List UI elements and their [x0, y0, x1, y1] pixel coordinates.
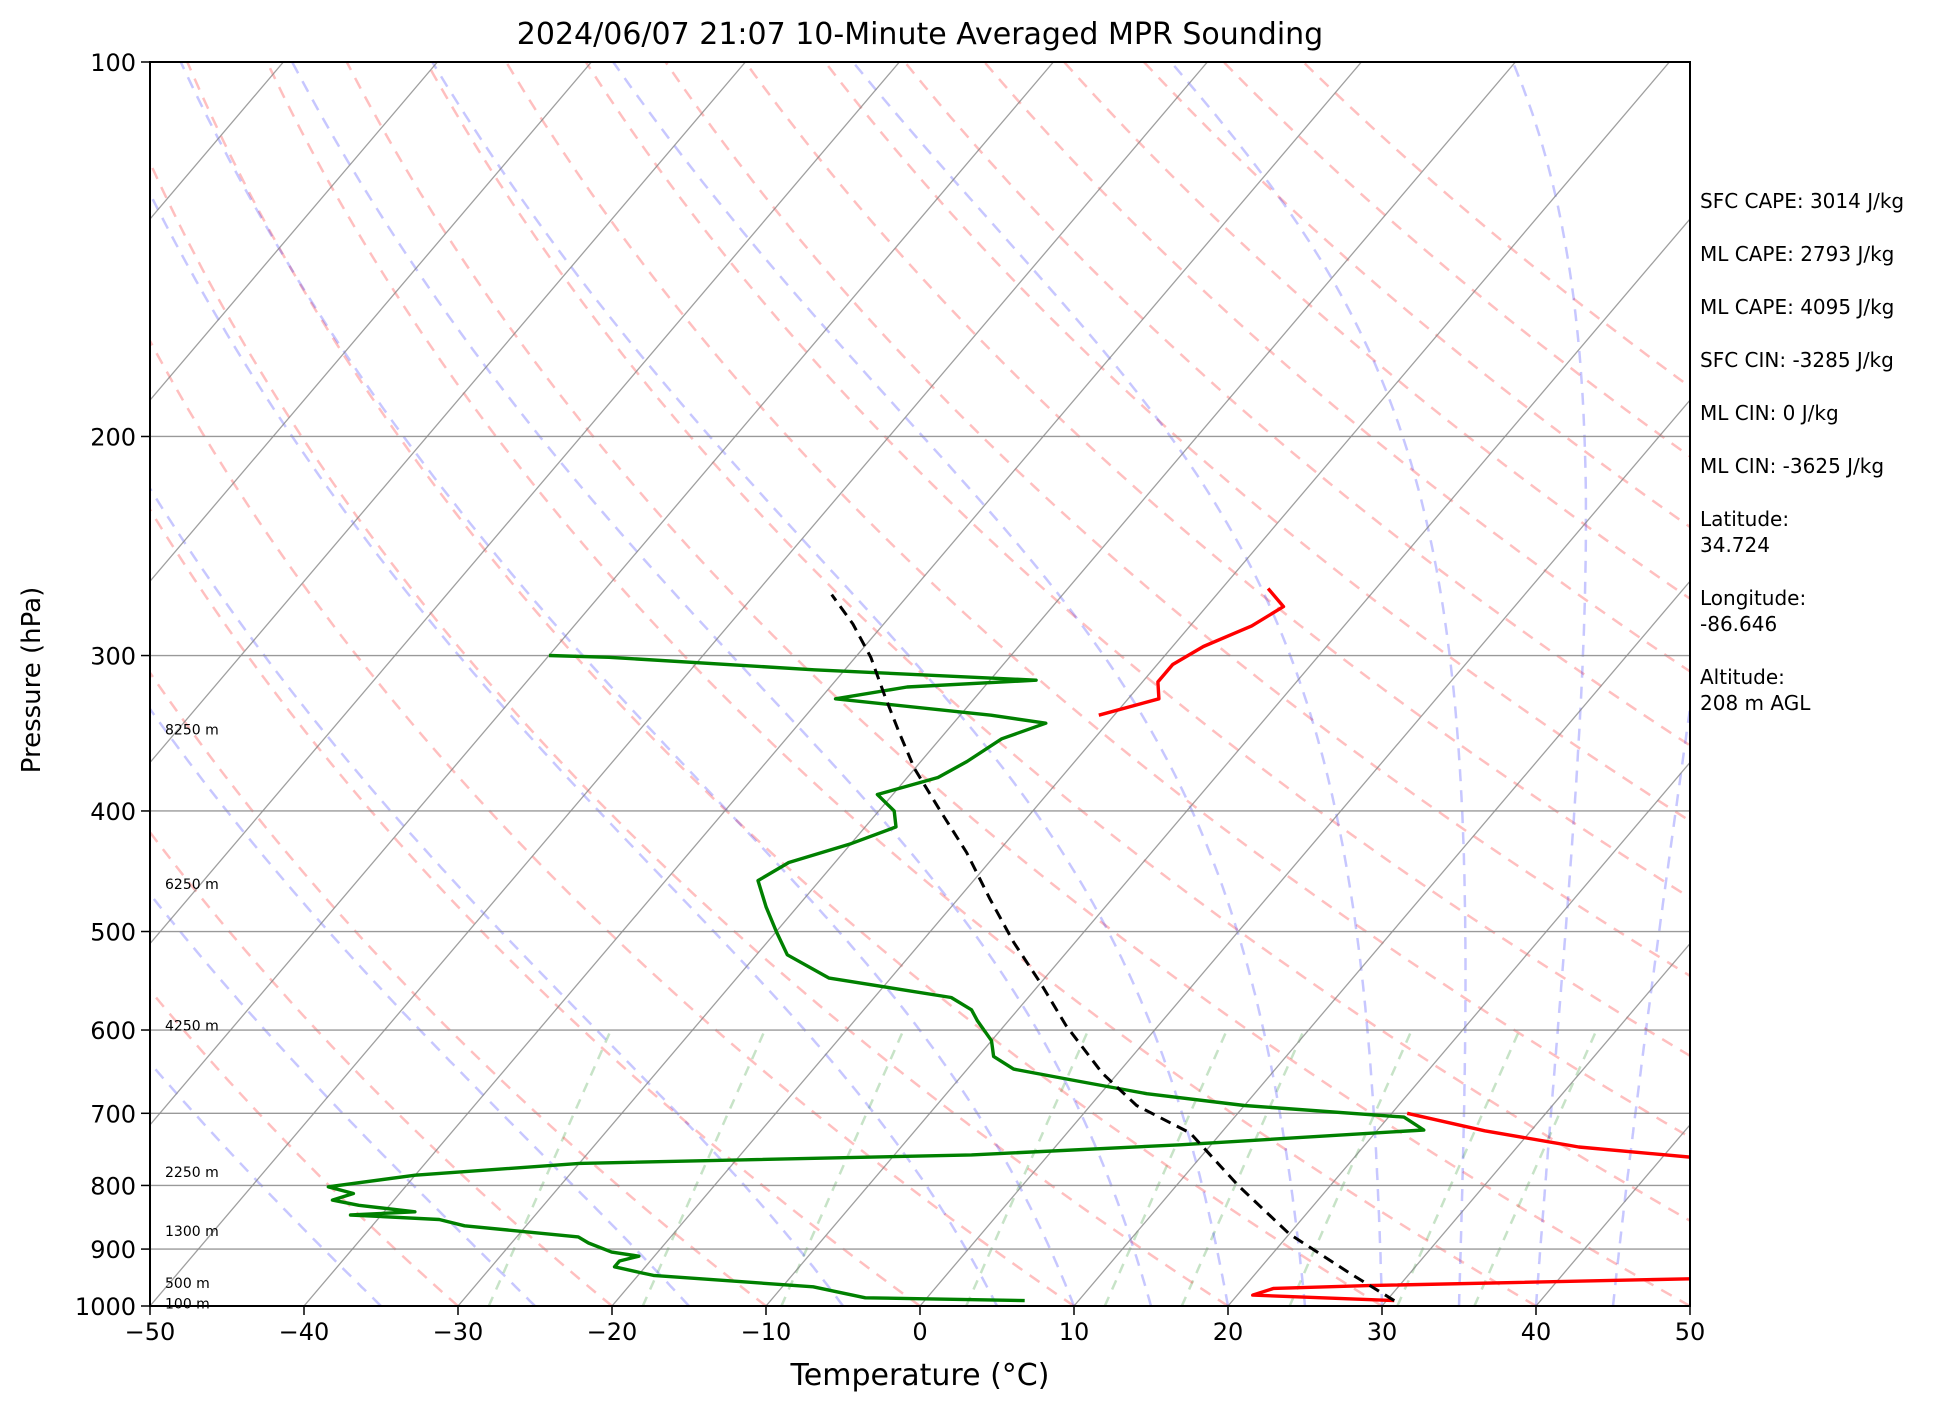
y-tick-label: 300	[90, 643, 136, 671]
temperature-profile-line	[1251, 1277, 1690, 1303]
isotherm-line	[1227, 761, 1690, 1306]
dry-adiabat-line	[505, 62, 1690, 1139]
isotherm-line	[303, 62, 1362, 1306]
y-tick-label: 200	[90, 423, 136, 451]
ml-cin-text-2: ML CIN: -3625 J/kg	[1700, 454, 1885, 478]
mixing-ratio-line	[1396, 1029, 1521, 1306]
dry-adiabat-line	[664, 62, 1690, 978]
moist-adiabat-line	[150, 190, 999, 1306]
moist-adiabat-line	[179, 62, 1076, 1306]
moist-adiabat-line	[431, 62, 1230, 1306]
ml-cape-text-2: ML CAPE: 4095 J/kg	[1700, 295, 1895, 319]
isotherm-line	[1381, 942, 1690, 1306]
mixing-ratio-line	[641, 1029, 767, 1306]
ml-cin-text: ML CIN: 0 J/kg	[1700, 401, 1839, 425]
isotherm-line	[150, 62, 900, 945]
height-label: 4250 m	[165, 1018, 219, 1034]
dry-adiabat-line	[1063, 62, 1690, 601]
isotherm-line	[919, 399, 1690, 1306]
y-tick-label: 100	[90, 49, 136, 77]
dewpoint-profile-line	[326, 653, 1426, 1303]
ml-cape-text: ML CAPE: 2793 J/kg	[1700, 242, 1895, 266]
isotherm-line	[611, 62, 1670, 1306]
y-tick-label: 1000	[75, 1293, 136, 1321]
sfc-cape-text: SFC CAPE: 3014 J/kg	[1700, 189, 1905, 213]
dry-adiabat-line	[150, 670, 767, 1306]
temperature-upper-profile-line	[1406, 1111, 1690, 1159]
height-label: 6250 m	[165, 877, 219, 893]
x-tick-label: 30	[1367, 1318, 1398, 1346]
moist-adiabat-line	[1611, 699, 1690, 1306]
x-tick-label: −30	[433, 1318, 484, 1346]
isotherm-line	[150, 62, 1208, 1306]
y-tick-label: 600	[90, 1017, 136, 1045]
longitude-text: Longitude: -86.646	[1700, 586, 1807, 636]
isotherm-line	[150, 62, 1054, 1126]
isotherm-line	[1073, 580, 1690, 1306]
mixing-ratio-line	[1473, 1029, 1598, 1306]
y-axis-label: Pressure (hPa)	[17, 587, 47, 774]
temperature-upper-trop-profile-line	[1098, 587, 1286, 717]
axis-ticks: −50 −40 −30 −20 −10 0 10 20 30 40 50 100 200 300 400 50…	[75, 49, 1705, 1346]
moist-adiabat-line	[150, 486, 845, 1306]
moist-adiabat-line	[1511, 62, 1588, 1306]
moist-adiabat-line	[290, 62, 1153, 1306]
height-label: 1300 m	[165, 1224, 219, 1240]
sfc-cin-text: SFC CIN: -3285 J/kg	[1700, 348, 1894, 372]
plot-clipped-group	[150, 62, 1690, 1306]
dry-adiabat-line	[345, 62, 1690, 1306]
dry-adiabat-line	[150, 988, 459, 1306]
y-tick-label: 800	[90, 1172, 136, 1200]
x-tick-label: −40	[279, 1318, 330, 1346]
dry-adiabat-line	[1302, 62, 1690, 389]
height-label: 100 m	[165, 1296, 210, 1312]
sounding-info-panel: SFC CAPE: 3014 J/kg ML CAPE: 2793 J/kg M…	[1700, 188, 1936, 743]
dry-adiabat-line	[584, 62, 1690, 1058]
moist-adiabat-line	[150, 706, 690, 1306]
dry-adiabat-line	[150, 159, 1229, 1306]
moist-adiabat-line	[1169, 62, 1467, 1306]
isotherm-line	[150, 62, 592, 583]
y-tick-label: 500	[90, 919, 136, 947]
moist-adiabat-line	[851, 62, 1384, 1306]
y-tick-label: 400	[90, 798, 136, 826]
latitude-text: Latitude: 34.724	[1700, 507, 1790, 557]
parcel-profile-line	[830, 593, 1396, 1302]
dry-adiabat-line	[983, 62, 1690, 673]
height-label: 500 m	[165, 1276, 210, 1292]
x-axis-label: Temperature (°C)	[790, 1358, 1050, 1393]
y-tick-label: 900	[90, 1236, 136, 1264]
x-tick-label: 20	[1213, 1318, 1244, 1346]
x-tick-label: −50	[125, 1318, 176, 1346]
x-tick-label: −10	[741, 1318, 792, 1346]
isotherm-line	[150, 62, 746, 764]
moist-adiabat-line	[612, 62, 1307, 1306]
x-tick-label: 10	[1059, 1318, 1090, 1346]
dry-adiabat-line	[265, 62, 1537, 1306]
dry-adiabat-line	[150, 507, 921, 1306]
height-label: 8250 m	[165, 722, 219, 738]
plot-frame	[149, 61, 1691, 1307]
isotherm-line	[150, 62, 438, 402]
x-tick-label: −20	[587, 1318, 638, 1346]
x-tick-label: 40	[1521, 1318, 1552, 1346]
x-tick-label: 0	[912, 1318, 927, 1346]
dry-adiabat-line	[150, 338, 1075, 1306]
x-tick-label: 50	[1675, 1318, 1706, 1346]
altitude-text: Altitude: 208 m AGL	[1700, 665, 1811, 715]
dry-adiabat-line	[824, 62, 1690, 823]
mixing-ratio-line	[1180, 1029, 1306, 1306]
isotherm-line	[765, 217, 1690, 1306]
plot-area: 8250 m 6250 m 4250 m 2250 m 1300 m 500 m 100 m	[149, 61, 1691, 1312]
height-label: 2250 m	[165, 1165, 219, 1181]
chart-title: 2024/06/07 21:07 10-Minute Averaged MPR …	[517, 17, 1323, 52]
y-tick-label: 700	[90, 1100, 136, 1128]
dry-adiabat-line	[425, 62, 1690, 1223]
moist-adiabat-line	[150, 892, 536, 1306]
